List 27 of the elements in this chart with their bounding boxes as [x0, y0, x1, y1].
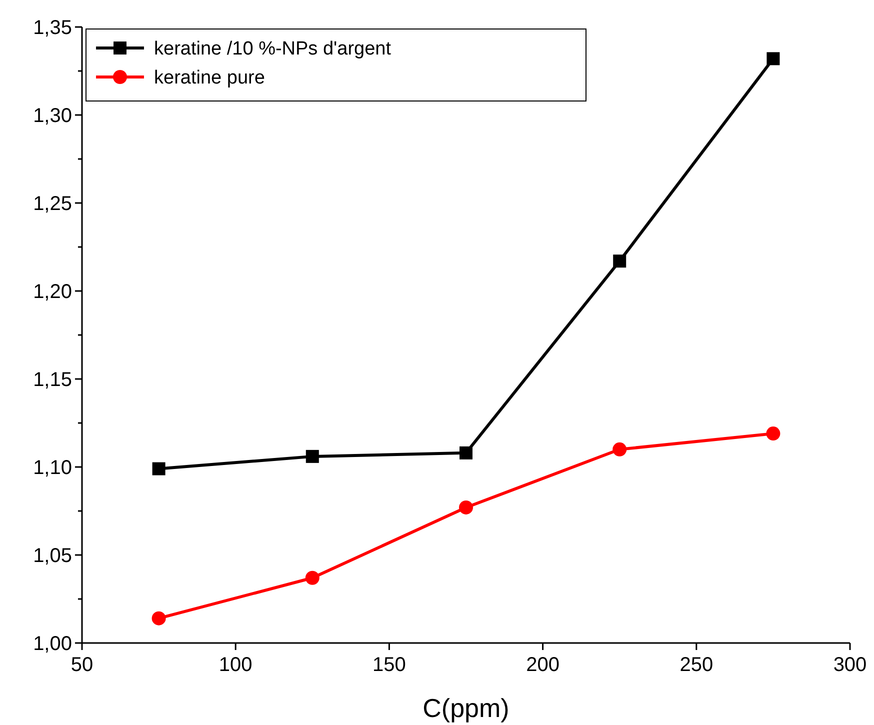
x-tick-label: 50 — [70, 654, 94, 676]
y-tick-label: 1,15 — [33, 369, 72, 391]
point — [152, 611, 166, 626]
point — [305, 570, 320, 585]
point — [766, 426, 780, 441]
point — [613, 254, 626, 268]
y-tick-label: 1,20 — [33, 281, 72, 303]
y-tick-label: 1,35 — [33, 17, 72, 39]
x-tick-label: 200 — [526, 654, 560, 676]
y-tick-label: 1,05 — [33, 545, 72, 567]
y-tick-label: 1,00 — [33, 633, 72, 655]
point — [306, 450, 319, 463]
point — [612, 442, 627, 456]
legend-label: keratine /10 %-NPs d'argent — [154, 38, 392, 60]
point — [459, 500, 473, 514]
x-tick-label: 250 — [680, 654, 714, 676]
point — [460, 446, 472, 460]
x-tick-label: 150 — [372, 654, 406, 676]
legend-label: keratine pure — [154, 68, 265, 89]
x-tick-label: 100 — [218, 654, 252, 676]
x-axis-title: C(ppm) — [422, 693, 510, 723]
point — [766, 52, 780, 66]
y-tick-label: 1,30 — [33, 105, 72, 127]
y-tick-label: 1,10 — [33, 457, 72, 479]
y-tick-label: 1,25 — [33, 193, 72, 215]
x-tick-label: 300 — [833, 654, 867, 676]
point — [152, 462, 166, 476]
